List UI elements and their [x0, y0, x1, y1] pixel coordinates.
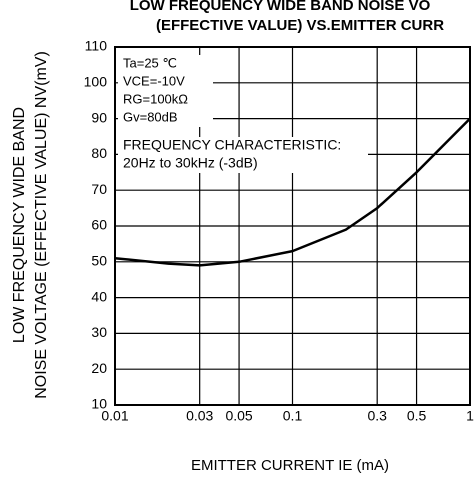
- y-tick-label: 40: [91, 288, 107, 304]
- x-tick-label: 0.1: [283, 408, 303, 424]
- annotation: Ta=25 ℃: [123, 55, 177, 70]
- y-axis-label: LOW FREQUENCY WIDE BAND: [11, 107, 28, 343]
- x-tick-label: 0.3: [367, 408, 387, 424]
- annotation: VCE=-10V: [123, 73, 185, 88]
- annotation-bg: [118, 55, 213, 73]
- y-tick-label: 90: [91, 109, 107, 125]
- x-axis-label: EMITTER CURRENT IE (mA): [191, 457, 389, 474]
- line: [114, 117, 471, 267]
- y-tick-label: 60: [91, 217, 107, 233]
- y-tick-label: 110: [85, 38, 108, 54]
- annotation: RG=100kΩ: [123, 91, 188, 106]
- y-tick-label: 10: [91, 396, 107, 412]
- annotation-bg: [118, 91, 213, 109]
- chart-title: LOW FREQUENCY WIDE BAND NOISE VO: [130, 0, 431, 14]
- annotation: Gv=80dB: [123, 109, 178, 124]
- annotation-bg: [118, 109, 213, 127]
- annotation-bg: [118, 137, 368, 155]
- y-tick-label: 80: [91, 145, 107, 161]
- y-tick-label: 70: [91, 181, 107, 197]
- x-tick-label: 0.5: [407, 408, 427, 424]
- y-tick-label: 100: [84, 74, 108, 90]
- y-tick-label: 30: [91, 324, 107, 340]
- annotation-bg: [118, 73, 213, 91]
- annotation: FREQUENCY CHARACTERISTIC:: [123, 137, 341, 153]
- y-axis-label: NOISE VOLTAGE (EFFECTIVE VALUE) NV(mV): [33, 51, 50, 399]
- x-tick-label: 0.03: [186, 408, 213, 424]
- annotation-bg: [118, 155, 303, 173]
- x-tick-label: 0.01: [101, 408, 128, 424]
- x-tick-label: 0.05: [225, 408, 252, 424]
- x-tick-label: 1: [466, 408, 474, 424]
- chart-title: (EFFECTIVE VALUE) VS.EMITTER CURR: [156, 17, 444, 34]
- plot-frame: [114, 46, 471, 406]
- annotation: 20Hz to 30kHz (-3dB): [123, 155, 258, 171]
- y-tick-label: 20: [91, 360, 107, 376]
- y-tick-label: 50: [91, 253, 107, 269]
